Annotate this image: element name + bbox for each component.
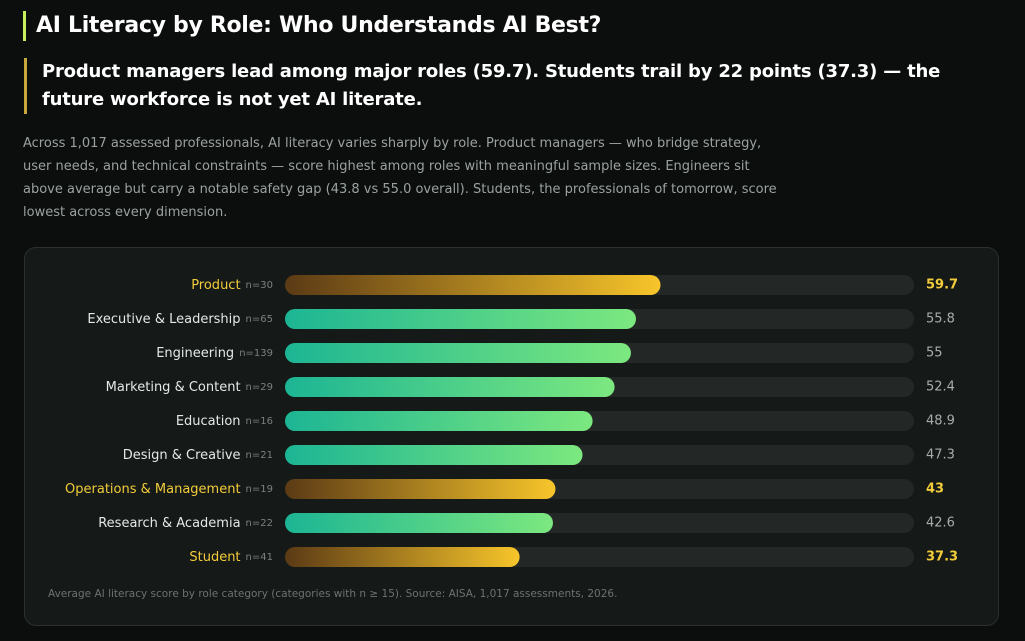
value-label: 48.9 <box>926 414 955 429</box>
role-name: Education <box>176 414 241 429</box>
value-label: 37.3 <box>926 550 958 565</box>
sample-size: n=29 <box>246 382 273 393</box>
category-label: Marketing & Content n=29 <box>106 380 273 395</box>
bar <box>285 513 553 533</box>
category-label: Research & Academia n=22 <box>98 516 273 531</box>
role-name: Product <box>191 278 240 293</box>
bar <box>285 309 636 329</box>
sample-size: n=41 <box>246 552 273 563</box>
bar <box>285 411 593 431</box>
role-name: Design & Creative <box>123 448 241 463</box>
value-label: 47.3 <box>926 448 955 463</box>
category-label: Design & Creative n=21 <box>123 448 273 463</box>
sample-size: n=65 <box>246 314 273 325</box>
category-label: Executive & Leadership n=65 <box>87 312 273 327</box>
value-label: 55.8 <box>926 312 955 327</box>
category-label: Product n=30 <box>191 278 273 293</box>
chart: Average AI literacy score by role catego… <box>48 275 958 600</box>
sample-size: n=16 <box>246 416 273 427</box>
bar <box>285 343 631 363</box>
role-name: Marketing & Content <box>106 380 241 395</box>
bar <box>285 547 520 567</box>
sample-size: n=21 <box>246 450 273 461</box>
role-name: Executive & Leadership <box>87 312 240 327</box>
sample-size: n=22 <box>246 518 273 529</box>
value-label: 52.4 <box>926 380 955 395</box>
role-name: Student <box>189 550 240 565</box>
value-label: 43 <box>926 482 944 497</box>
category-label: Operations & Management n=19 <box>65 482 273 497</box>
value-label: 55 <box>926 346 943 361</box>
value-label: 42.6 <box>926 516 955 531</box>
category-label: Education n=16 <box>176 414 273 429</box>
bar <box>285 445 583 465</box>
role-name: Research & Academia <box>98 516 240 531</box>
headline: Product managers lead among major roles … <box>24 58 992 114</box>
footnote: Average AI literacy score by role catego… <box>48 588 617 600</box>
role-name: Engineering <box>156 346 234 361</box>
title: AI Literacy by Role: Who Understands AI … <box>23 11 601 41</box>
sample-size: n=19 <box>246 484 273 495</box>
sample-size: n=30 <box>246 280 273 291</box>
bar <box>285 377 615 397</box>
bar <box>285 479 556 499</box>
sample-size: n=139 <box>239 348 273 359</box>
category-label: Engineering n=139 <box>156 346 273 361</box>
bar <box>285 275 661 295</box>
category-label: Student n=41 <box>189 550 273 565</box>
description: Across 1,017 assessed professionals, AI … <box>23 136 777 220</box>
value-label: 59.7 <box>926 278 958 293</box>
chart-card: Average AI literacy score by role catego… <box>24 247 999 626</box>
role-name: Operations & Management <box>65 482 241 497</box>
